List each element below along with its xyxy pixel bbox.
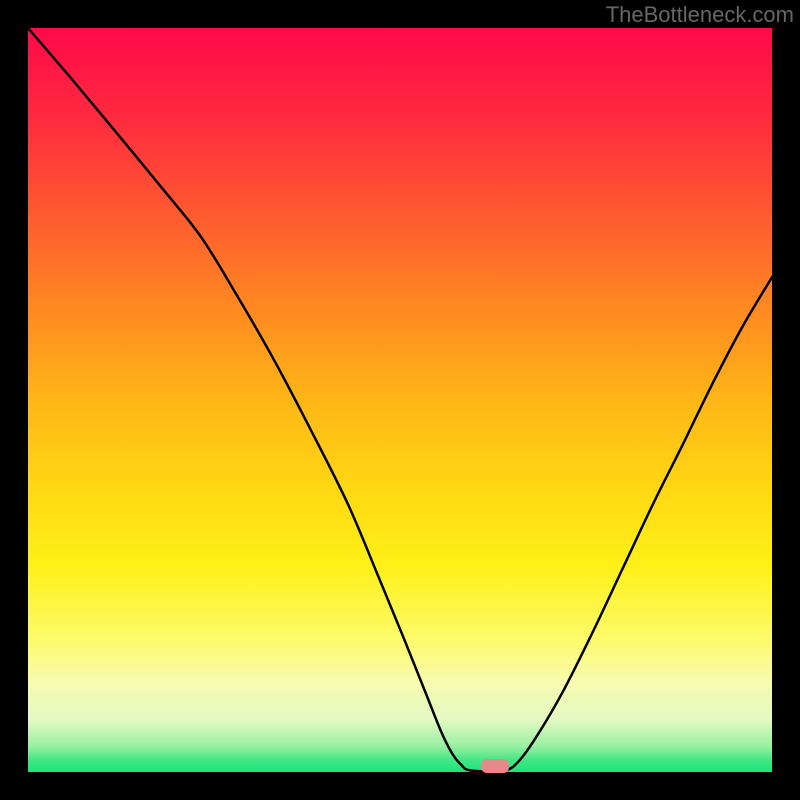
attribution-text: TheBottleneck.com xyxy=(606,2,794,28)
optimal-point-marker xyxy=(481,759,509,773)
plot-area xyxy=(28,28,772,772)
bottleneck-curve xyxy=(28,28,772,772)
